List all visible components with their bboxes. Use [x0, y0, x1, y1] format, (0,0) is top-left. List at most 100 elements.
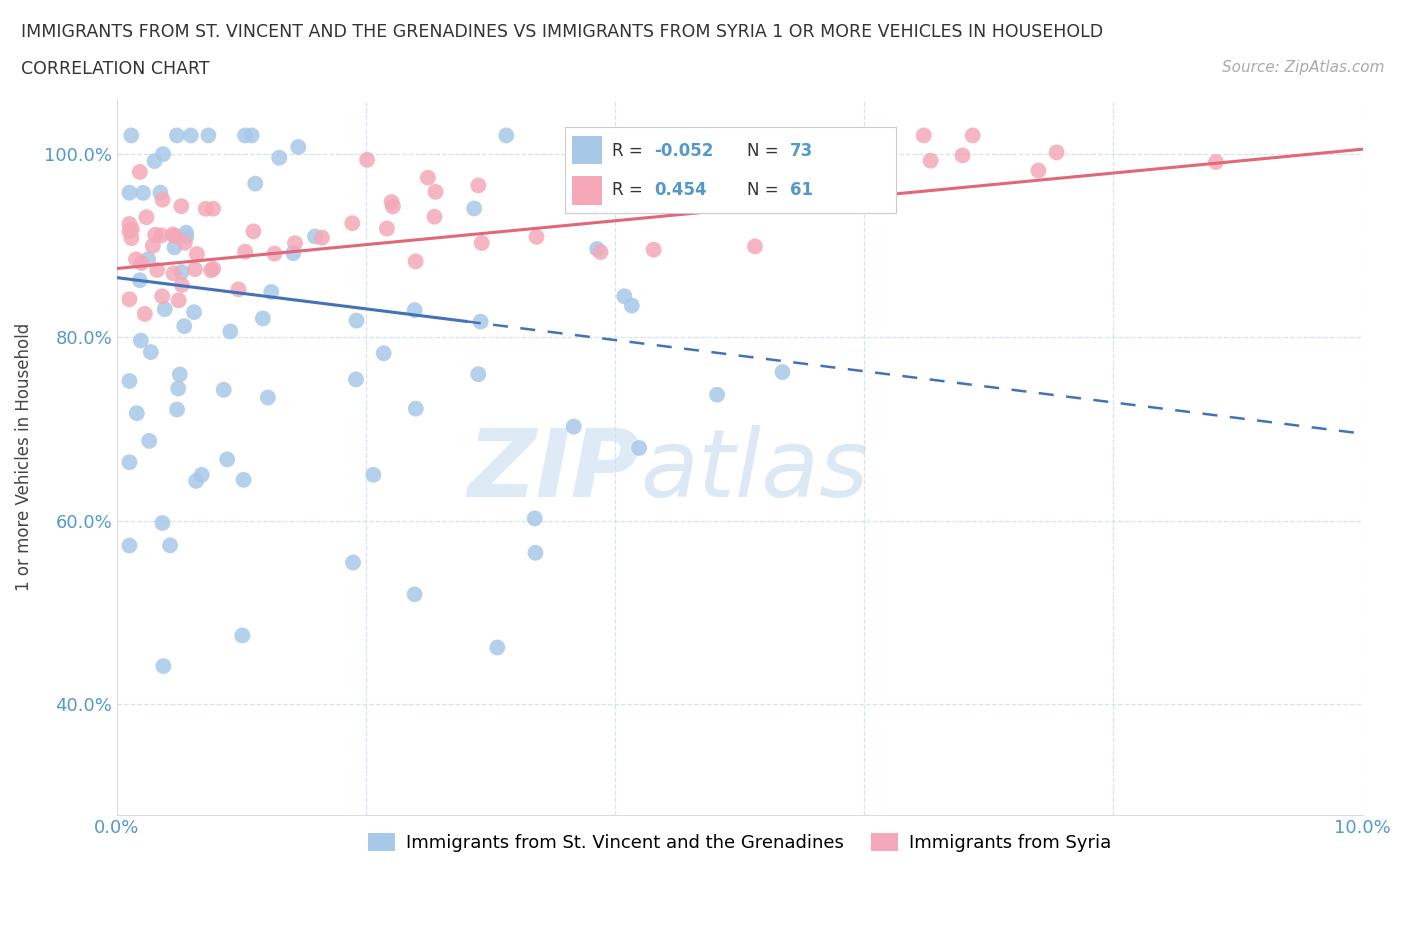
Point: [125, 252, 148, 267]
Point: [217, 452, 239, 467]
Point: [194, 201, 217, 216]
Point: [118, 292, 141, 307]
Point: [167, 293, 190, 308]
Text: ZIP: ZIP: [467, 425, 640, 517]
Point: [283, 246, 305, 260]
Point: [375, 221, 398, 236]
Point: [405, 254, 427, 269]
Point: [467, 178, 489, 193]
Point: [252, 311, 274, 325]
Point: [173, 319, 195, 334]
Point: [470, 314, 492, 329]
Point: [138, 433, 160, 448]
Point: [134, 307, 156, 322]
Point: [380, 194, 402, 209]
Text: Source: ZipAtlas.com: Source: ZipAtlas.com: [1222, 60, 1385, 75]
Point: [166, 402, 188, 417]
Point: [346, 313, 368, 328]
Point: [166, 128, 188, 143]
Point: [169, 367, 191, 382]
Point: [128, 272, 150, 287]
Point: [526, 230, 548, 245]
Point: [142, 238, 165, 253]
Point: [706, 387, 728, 402]
Point: [180, 128, 202, 143]
Point: [200, 263, 222, 278]
Point: [260, 285, 283, 299]
Point: [287, 140, 309, 154]
Point: [263, 246, 285, 261]
Point: [131, 256, 153, 271]
Point: [342, 216, 364, 231]
Point: [523, 511, 546, 525]
Text: IMMIGRANTS FROM ST. VINCENT AND THE GRENADINES VS IMMIGRANTS FROM SYRIA 1 OR MOR: IMMIGRANTS FROM ST. VINCENT AND THE GREN…: [21, 23, 1104, 41]
Point: [121, 222, 143, 237]
Point: [139, 345, 162, 360]
Point: [150, 515, 173, 530]
Point: [589, 245, 612, 259]
Point: [761, 153, 783, 168]
Point: [405, 401, 427, 416]
Point: [152, 658, 174, 673]
Point: [962, 128, 984, 143]
Point: [416, 170, 439, 185]
Point: [150, 228, 173, 243]
Point: [228, 282, 250, 297]
Point: [467, 366, 489, 381]
Point: [643, 242, 665, 257]
Point: [174, 225, 197, 240]
Point: [202, 261, 225, 276]
Point: [162, 266, 184, 281]
Point: [1028, 163, 1050, 178]
Point: [463, 201, 485, 216]
Point: [952, 148, 974, 163]
Point: [425, 184, 447, 199]
Point: [118, 217, 141, 232]
Point: [190, 468, 212, 483]
Point: [471, 235, 494, 250]
Point: [173, 235, 195, 250]
Point: [423, 209, 446, 224]
Point: [186, 473, 208, 488]
Point: [231, 628, 253, 643]
Point: [586, 242, 609, 257]
Text: CORRELATION CHART: CORRELATION CHART: [21, 60, 209, 78]
Legend: Immigrants from St. Vincent and the Grenadines, Immigrants from Syria: Immigrants from St. Vincent and the Gren…: [361, 826, 1119, 859]
Point: [129, 333, 152, 348]
Point: [197, 128, 219, 143]
Point: [912, 128, 935, 143]
Point: [495, 128, 517, 143]
Point: [628, 441, 651, 456]
Point: [170, 265, 193, 280]
Point: [256, 390, 278, 405]
Point: [524, 545, 547, 560]
Point: [118, 538, 141, 553]
Point: [152, 193, 174, 207]
Point: [135, 210, 157, 225]
Point: [284, 235, 307, 250]
Point: [269, 151, 291, 166]
Point: [186, 246, 208, 261]
Point: [702, 128, 724, 143]
Point: [170, 277, 193, 292]
Point: [150, 289, 173, 304]
Point: [766, 128, 789, 143]
Point: [342, 555, 364, 570]
Point: [373, 346, 395, 361]
Point: [233, 128, 256, 143]
Point: [233, 245, 256, 259]
Point: [165, 229, 187, 244]
Point: [242, 224, 264, 239]
Y-axis label: 1 or more Vehicles in Household: 1 or more Vehicles in Household: [15, 323, 32, 591]
Point: [118, 224, 141, 239]
Point: [613, 289, 636, 304]
Point: [120, 231, 142, 246]
Point: [381, 199, 404, 214]
Point: [136, 252, 159, 267]
Point: [125, 405, 148, 420]
Text: atlas: atlas: [640, 425, 869, 516]
Point: [143, 227, 166, 242]
Point: [679, 199, 702, 214]
Point: [363, 468, 385, 483]
Point: [790, 128, 813, 143]
